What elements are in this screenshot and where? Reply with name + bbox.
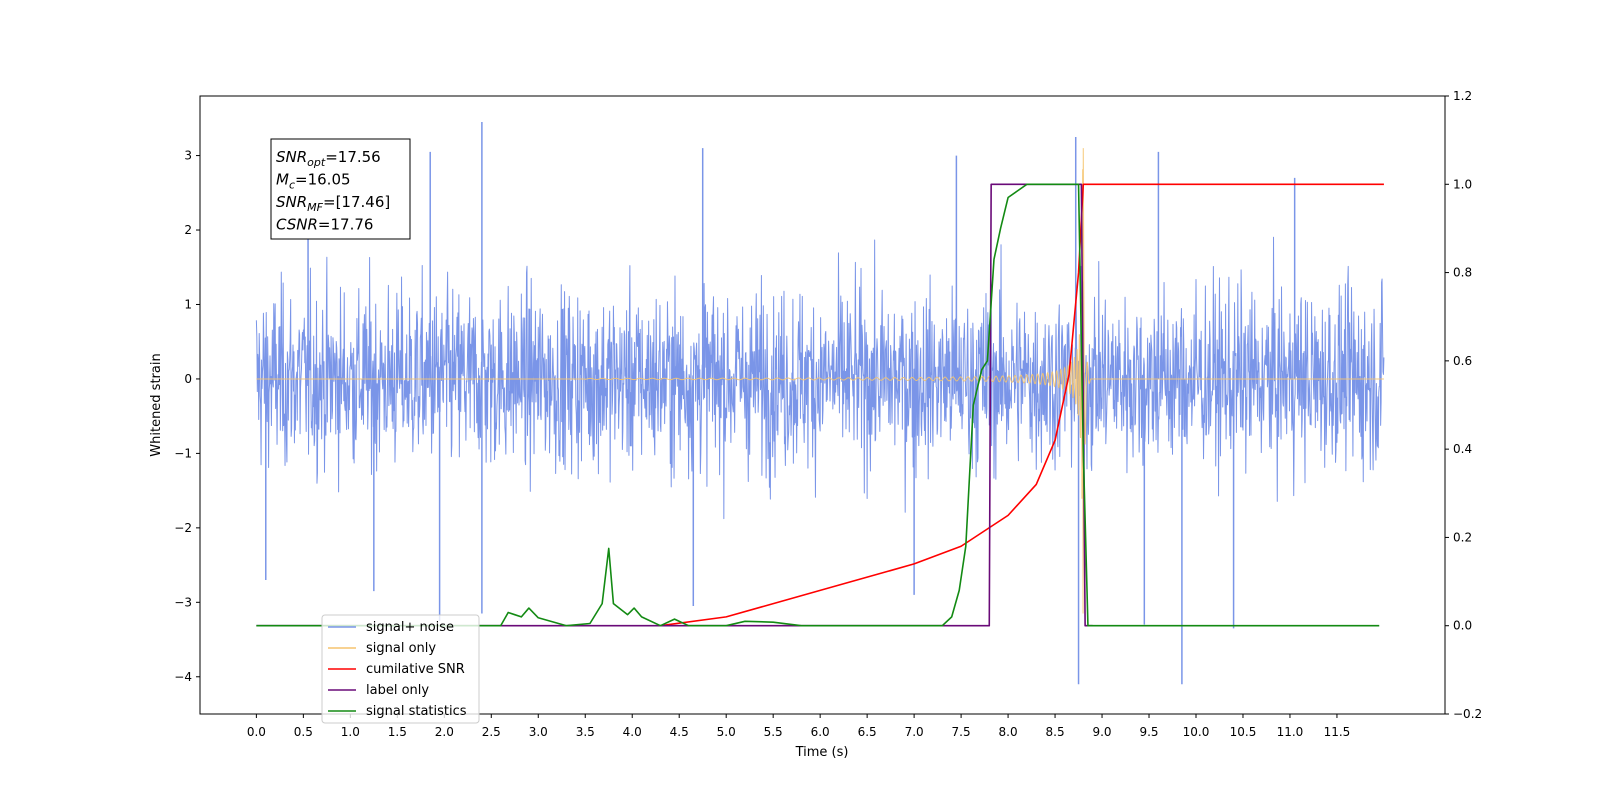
x-tick-label: 1.0 <box>341 725 360 739</box>
y-tick-label: 1 <box>184 297 192 311</box>
series-line-signal-only <box>256 148 1384 614</box>
x-tick-label: 0.5 <box>294 725 313 739</box>
y2-tick-label: 1.2 <box>1453 89 1472 103</box>
x-tick-label: 5.0 <box>717 725 736 739</box>
x-tick-label: 11.5 <box>1324 725 1351 739</box>
series-line-signal-statistics <box>256 183 1380 627</box>
x-tick-label: 9.5 <box>1139 725 1158 739</box>
annotation-frame <box>270 138 411 240</box>
y2-tick-label: −0.2 <box>1453 707 1482 721</box>
legend-label: signal only <box>366 641 436 656</box>
legend-frame <box>321 614 480 724</box>
x-tick-label: 2.0 <box>435 725 454 739</box>
legend-label: label only <box>366 683 429 698</box>
x-tick-label: 10.5 <box>1230 725 1257 739</box>
y-tick-label: −1 <box>174 446 192 460</box>
x-tick-label: 1.5 <box>388 725 407 739</box>
legend-label: signal+ noise <box>366 620 454 635</box>
y2-tick-label: 0.8 <box>1453 266 1472 280</box>
x-tick-label: 10.0 <box>1183 725 1210 739</box>
x-tick-label: 4.5 <box>670 725 689 739</box>
y-axis-label: Whitened strain <box>149 353 164 456</box>
annotation-line: CSNR=17.76 <box>276 216 373 234</box>
x-axis-label: Time (s) <box>795 745 849 760</box>
x-tick-label: 7.5 <box>952 725 971 739</box>
legend-label: signal statistics <box>366 704 467 719</box>
y2-tick-label: 0.2 <box>1453 530 1472 544</box>
x-tick-label: 6.0 <box>811 725 830 739</box>
y2-tick-label: 0.0 <box>1453 619 1472 633</box>
y2-tick-label: 1.0 <box>1453 177 1472 191</box>
annotation-line: SNRMF=[17.46] <box>276 193 390 214</box>
x-tick-label: 8.0 <box>999 725 1018 739</box>
y-tick-label: 2 <box>184 223 192 237</box>
annotation-line: Mc=16.05 <box>276 171 351 192</box>
y-tick-label: 0 <box>184 372 192 386</box>
legend: signal+ noise signal only cumilative SNR la… <box>321 614 480 724</box>
series-line-signal-noise <box>255 236 1385 520</box>
x-tick-label: 3.0 <box>529 725 548 739</box>
x-tick-label: 9.0 <box>1092 725 1111 739</box>
x-tick-label: 3.5 <box>576 725 595 739</box>
annotation-line: SNRopt=17.56 <box>276 148 381 169</box>
x-tick-label: 0.0 <box>247 725 266 739</box>
y2-tick-label: 0.4 <box>1453 442 1472 456</box>
x-tick-label: 7.0 <box>905 725 924 739</box>
y-tick-label: −3 <box>174 595 192 609</box>
x-tick-label: 11.0 <box>1277 725 1304 739</box>
y-tick-label: −2 <box>174 521 192 535</box>
x-tick-label: 4.0 <box>623 725 642 739</box>
x-tick-label: 6.5 <box>858 725 877 739</box>
x-tick-label: 8.5 <box>1046 725 1065 739</box>
x-tick-label: 5.5 <box>764 725 783 739</box>
y-tick-label: 3 <box>184 149 192 163</box>
x-tick-label: 2.5 <box>482 725 501 739</box>
y2-tick-label: 0.6 <box>1453 354 1472 368</box>
legend-label: cumilative SNR <box>366 662 465 677</box>
axes-frame <box>199 95 1446 715</box>
y-tick-label: −4 <box>174 670 192 684</box>
